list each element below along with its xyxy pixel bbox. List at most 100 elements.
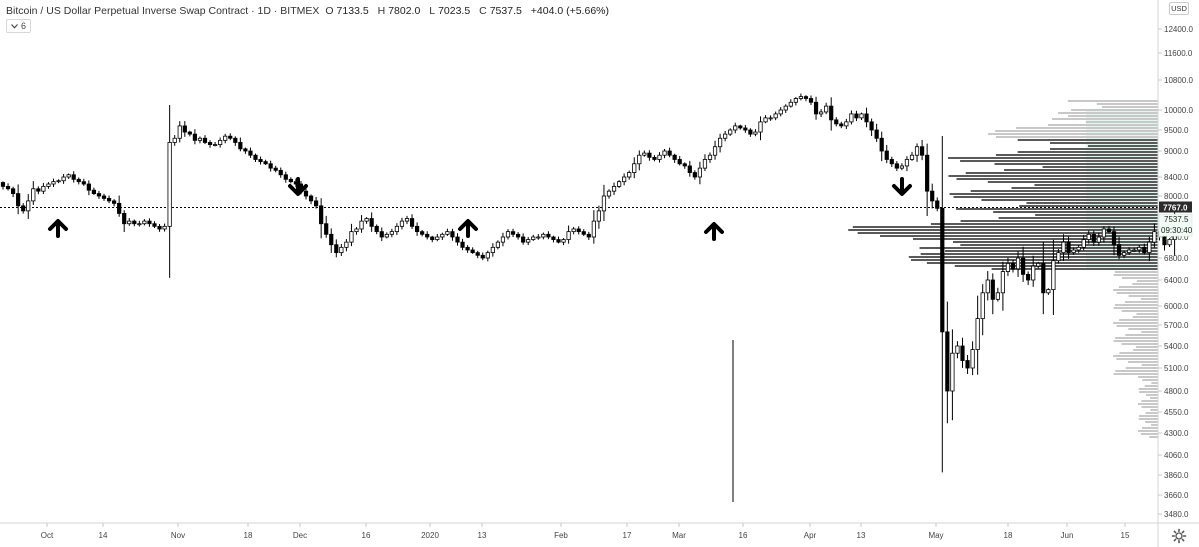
candle-body [975, 318, 980, 350]
candle-body [303, 190, 309, 197]
volume-profile-bar [1115, 370, 1158, 372]
candle-body [319, 205, 324, 225]
volume-profile-bar [1138, 418, 1158, 420]
price-tick-label: 8000.0 [1164, 192, 1189, 201]
candle-body [288, 178, 293, 183]
candle-body [541, 233, 546, 238]
volume-profile-bar [1119, 319, 1158, 321]
candle-body [202, 137, 208, 143]
candle-body [723, 133, 728, 139]
candle-body [1026, 273, 1031, 281]
volume-profile-bar [1035, 214, 1158, 216]
time-tick-label: Jun [1061, 531, 1074, 540]
gear-icon[interactable] [1171, 528, 1187, 544]
volume-profile-bar [981, 199, 1158, 201]
volume-profile-bar [1125, 334, 1158, 336]
candle-body [728, 129, 733, 135]
candle-body [596, 210, 602, 222]
time-tick-label: 18 [244, 531, 253, 540]
candle-body [1162, 236, 1167, 246]
candle-body [349, 231, 354, 243]
candle-body [753, 131, 758, 135]
candle-body [637, 154, 642, 165]
candle-body [450, 231, 455, 238]
candle-body [1010, 262, 1016, 270]
candle-body [66, 174, 71, 178]
volume-profile-bar [1026, 202, 1158, 204]
candle-body [162, 225, 167, 230]
candle-body [738, 125, 743, 129]
volume-profile-bar [1003, 169, 1158, 171]
price-tick-label: 3660.0 [1164, 491, 1189, 500]
candle-body [157, 225, 162, 230]
candle-body [980, 292, 985, 319]
candle-body [404, 218, 410, 222]
candle-body [283, 174, 288, 180]
candle-body [445, 231, 450, 235]
volume-profile-bar [970, 190, 1158, 192]
symbol-title[interactable]: Bitcoin / US Dollar Perpetual Inverse Sw… [6, 5, 320, 17]
time-tick-label: 2020 [421, 531, 439, 540]
volume-profile-bar [1113, 340, 1158, 342]
candle-body [768, 117, 773, 120]
price-tick-label: 4060.0 [1164, 451, 1189, 460]
volume-profile-bar [1139, 415, 1158, 417]
candle-body [1101, 228, 1106, 238]
price-tick-label: 3860.0 [1164, 471, 1189, 480]
close-value: C 7537.5 [479, 5, 522, 17]
candle-body [889, 159, 894, 165]
price-tick-label: 4800.0 [1164, 387, 1189, 396]
candle-body [884, 150, 889, 160]
volume-profile-bar [965, 172, 1158, 174]
volume-profile-bar [956, 208, 1158, 210]
candle-body [1041, 262, 1046, 294]
candle-body [803, 96, 809, 99]
indicator-toggle[interactable]: 6 [6, 19, 32, 33]
volume-profile-bar [1136, 280, 1158, 282]
volume-profile-bar [1121, 343, 1158, 345]
volume-profile-bar [1128, 328, 1158, 330]
volume-profile-bar [1141, 406, 1158, 408]
volume-profile-bar [1132, 316, 1158, 318]
candle-body [132, 220, 137, 225]
candle-body [712, 146, 718, 156]
volume-profile-bar [1136, 346, 1158, 348]
volume-profile-bar [1140, 433, 1158, 435]
time-tick-label: 18 [1004, 531, 1013, 540]
last-price-label: 7537.5 [1164, 215, 1189, 224]
volume-profile-bar [960, 220, 1158, 222]
currency-badge[interactable]: USD [1169, 2, 1189, 15]
candle-body [995, 292, 1000, 300]
candle-body [813, 101, 819, 115]
last-price-tag: 7537.5 09:30:40 [1158, 213, 1193, 237]
candle-body [374, 225, 379, 233]
candle-body [1051, 260, 1056, 290]
volume-profile-bar [1114, 271, 1158, 273]
candle-body [1122, 252, 1127, 256]
volume-profile-bar [1016, 127, 1158, 129]
candle-body [278, 169, 283, 176]
candle-body [935, 200, 940, 209]
price-tick-label: 10800.0 [1164, 76, 1193, 85]
volume-profile-bar [1118, 286, 1158, 288]
candle-body [743, 127, 748, 131]
candle-body [1091, 233, 1096, 243]
candle-body [117, 202, 122, 214]
candle-body [990, 279, 995, 300]
volume-profile-bar [1145, 412, 1158, 414]
candle-body [718, 137, 723, 148]
candle-body [394, 225, 400, 233]
time-tick-label: Apr [804, 531, 817, 540]
volume-profile-bar [1113, 322, 1158, 324]
candle-body [783, 105, 788, 111]
candle-body [1152, 231, 1157, 243]
volume-profile-bar [1138, 430, 1158, 432]
candle-body [495, 241, 501, 248]
candle-body [1046, 289, 1051, 294]
volume-profile-bar [1116, 325, 1158, 327]
candle-body [642, 152, 647, 156]
volume-profile-bar [1141, 400, 1158, 402]
candle-body [546, 233, 551, 238]
candle-body [844, 121, 849, 127]
